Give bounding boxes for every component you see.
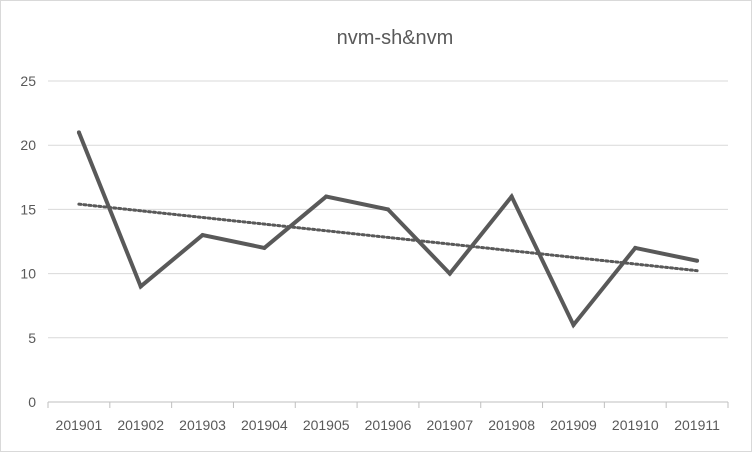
x-tick-label: 201901: [56, 417, 103, 433]
x-tick-label: 201905: [303, 417, 350, 433]
x-tick-label: 201907: [426, 417, 473, 433]
x-tick-label: 201906: [365, 417, 412, 433]
y-tick-label: 20: [20, 137, 36, 153]
data-point: [138, 284, 143, 289]
data-point: [571, 322, 576, 327]
series-group: [76, 130, 700, 329]
chart-title: nvm-sh&nvm: [337, 27, 454, 49]
x-tick-label: 201911: [674, 417, 720, 433]
data-point: [200, 233, 205, 238]
data-point: [447, 271, 452, 276]
y-tick-label: 0: [28, 394, 36, 410]
data-point: [633, 245, 638, 250]
x-tick-label: 201903: [179, 417, 226, 433]
data-point: [386, 207, 390, 212]
data-point: [324, 194, 329, 199]
x-tick-label: 201902: [117, 417, 164, 433]
x-axis-ticks: 201901 201902 201903 201904 201905 201906 2019…: [47, 402, 729, 433]
trendline: [77, 202, 699, 273]
data-point: [76, 130, 81, 135]
x-tick-label: 201904: [241, 417, 288, 433]
y-tick-label: 5: [28, 330, 36, 346]
data-point: [262, 245, 267, 250]
y-tick-label: 15: [20, 201, 36, 217]
grid-lines: [48, 80, 728, 403]
x-tick-label: 201908: [488, 417, 535, 433]
y-tick-label: 25: [20, 73, 36, 89]
y-axis-ticks: 0 5 10 15 20 25: [20, 73, 36, 410]
x-tick-label: 201910: [612, 417, 659, 433]
series-line: [77, 131, 698, 329]
x-tick-label: 201909: [550, 417, 597, 433]
data-point: [695, 258, 700, 263]
trendline-group: [77, 202, 699, 273]
data-point: [509, 194, 514, 199]
y-tick-label: 10: [20, 266, 36, 282]
